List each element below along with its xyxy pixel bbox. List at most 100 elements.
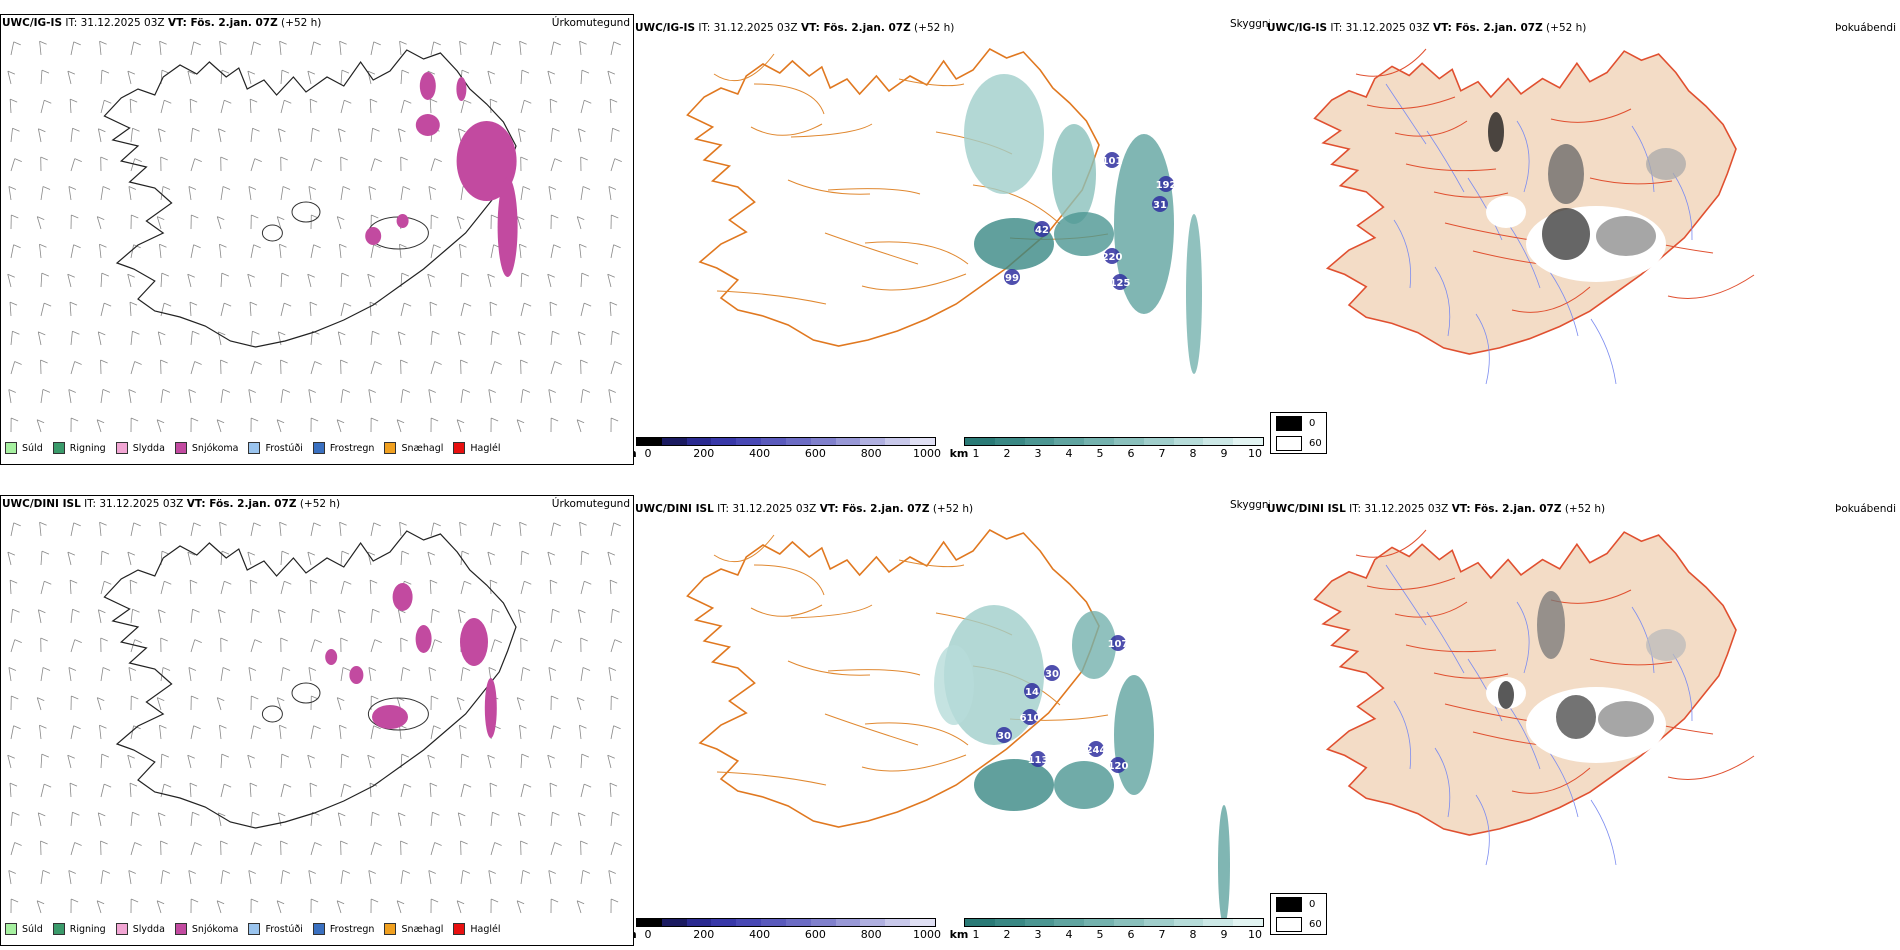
river [1426,130,1465,193]
wind-barb-flag [460,359,468,364]
legend-item: Súld [5,442,43,454]
wind-barb-flag [251,214,259,219]
wind-barb [218,128,222,143]
glacier-outline [291,201,321,223]
wind-barb [9,302,12,317]
wind-barb [129,302,132,317]
wind-barb-flag [278,128,286,133]
wind-barb-flag [193,41,201,46]
wind-barb-flag [457,216,465,221]
wind-barb [130,41,135,56]
wind-barb-flag [43,783,52,788]
wind-barb [7,274,12,288]
wind-barb [187,552,192,566]
precip-map [7,40,622,433]
wind-barb-flag [73,522,81,527]
wind-barb-flag [338,128,346,133]
ceiling-blob [1034,221,1050,237]
ceiling-value-label: 31 [1153,200,1167,211]
wind-barb [520,186,524,201]
wind-barb [160,870,164,885]
wind-barb-flag [584,580,592,585]
wind-barb-flag [494,842,502,846]
row1-precip-panel: UWC/IG-IS IT: 31.12.2025 03Z VT: Fös. 2.… [0,14,634,465]
wind-barb-flag [516,900,525,905]
ceiling-blob [1030,751,1046,767]
wind-barb-flag [282,186,291,190]
wind-barb-flag [548,870,556,874]
wind-barb [190,128,193,143]
colorbar-cells [964,918,1264,927]
wind-barb-flag [487,273,495,278]
wind-barb-flag [156,419,165,424]
wind-barb-flag [162,186,171,190]
wind-barb-flag [427,551,436,556]
wind-barb [37,331,42,346]
road [1511,286,1591,313]
wind-barb [520,581,525,595]
wind-barb-flag [458,128,466,133]
wind-barb-flag [12,608,20,613]
wind-barb-flag [520,637,528,642]
wind-barb-flag [581,69,590,74]
wind-barb [160,303,165,317]
wind-barb-flag [164,580,172,585]
wind-barb-flag [193,244,201,249]
wind-barb-flag [247,551,256,556]
wind-barb [307,71,312,85]
wind-barb [68,667,72,682]
fog-area [1537,591,1565,659]
wind-barb [340,754,343,769]
wind-barb [580,70,583,85]
road [898,559,965,568]
wind-barb [190,725,194,740]
ceiling-blob [1110,757,1126,773]
wind-barb [130,725,134,740]
colorbar-unit: m [634,928,637,941]
wind-barb [310,639,316,653]
wind-barb-flag [41,550,50,555]
wind-barb [550,41,555,56]
wind-barb [460,754,463,769]
wind-barb [399,244,402,259]
wind-barb-flag [158,609,166,614]
wind-barb-flag [193,522,201,527]
wind-barb-flag [220,156,228,161]
wind-barb [250,361,256,375]
wind-barb [36,419,42,433]
fog-scale-row: 60 [1271,433,1326,453]
wind-barb-flag [194,158,202,163]
colorbar-cell [785,438,811,445]
wind-barb-flag [520,359,528,364]
wind-barb [70,639,76,653]
wind-barb-flag [192,608,200,613]
wind-barb-flag [313,725,321,730]
colorbar-tick-label: 1000 [913,928,941,941]
wind-barb [156,900,162,914]
row2-precip-header: UWC/DINI ISL IT: 31.12.2025 03Z VT: Fös.… [2,498,341,510]
wind-barb-flag [72,127,80,132]
wind-barb-flag [128,186,137,190]
wind-barb [130,158,136,172]
wind-barb-flag [374,361,382,365]
wind-barb-flag [253,244,261,249]
wind-barb-flag [547,273,555,278]
wind-barb-flag [159,243,167,248]
wind-barb-flag [99,243,107,248]
wind-barb [190,361,196,375]
wind-barb [369,302,372,317]
wind-barb-flag [312,608,320,613]
wind-barb [458,128,462,143]
wind-barb [160,100,165,114]
fog-area [1598,701,1654,737]
wind-barb [187,755,192,769]
wind-barb-flag [70,898,79,903]
ceiling-blob [996,727,1012,743]
road [861,273,967,291]
wind-barb-flag [251,695,259,700]
wind-barb-flag [550,898,559,903]
wind-barb-flag [516,419,525,424]
wind-barb-flag [367,551,376,556]
wind-barb-flag [370,98,378,103]
wind-barb-flag [427,70,436,75]
